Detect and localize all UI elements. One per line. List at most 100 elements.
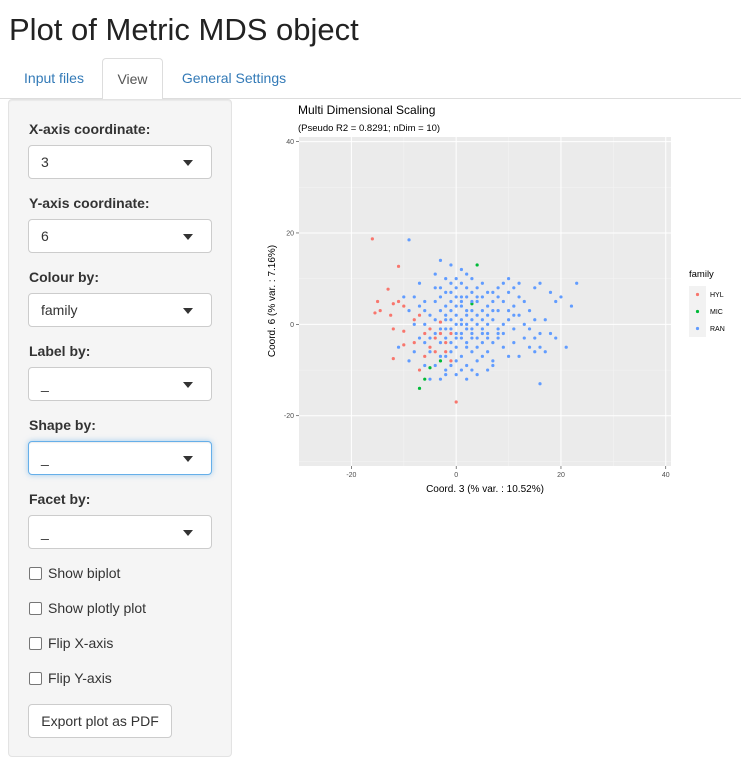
data-point — [454, 345, 458, 349]
data-point — [496, 295, 500, 299]
data-point — [412, 341, 416, 345]
data-point — [449, 341, 453, 345]
data-point — [501, 299, 505, 304]
data-point — [389, 313, 393, 317]
data-point — [391, 357, 395, 361]
data-point — [449, 327, 453, 331]
data-point — [548, 331, 553, 336]
flip-y-axis-label[interactable]: Flip Y-axis — [48, 670, 112, 686]
data-point — [491, 363, 495, 368]
show-plotly-label[interactable]: Show plotly plot — [48, 600, 147, 616]
data-point — [465, 295, 469, 299]
data-point — [459, 318, 464, 322]
caret-down-icon — [183, 160, 193, 166]
data-point — [480, 341, 484, 345]
data-point — [407, 359, 411, 363]
data-point — [506, 354, 511, 358]
export-pdf-button[interactable]: Export plot as PDF — [28, 704, 172, 738]
data-point — [575, 281, 579, 285]
y-axis-value: 6 — [41, 228, 49, 244]
data-point — [459, 331, 464, 336]
data-point — [475, 322, 479, 326]
shape-by-select[interactable]: _ — [28, 441, 212, 475]
legend-label: RAN — [710, 326, 725, 333]
data-point — [548, 290, 553, 294]
data-point — [438, 359, 443, 363]
data-point — [486, 322, 490, 326]
data-point — [501, 331, 505, 336]
axis-ticks: -20 0 20 40 -20 0 20 40 — [284, 139, 670, 479]
checkbox-box[interactable] — [29, 672, 42, 685]
data-point — [522, 322, 526, 326]
data-point — [465, 286, 469, 290]
data-point — [423, 322, 427, 326]
data-point — [402, 329, 406, 333]
data-point — [480, 318, 484, 322]
x-tick-label: 40 — [662, 472, 670, 479]
tab-general-settings[interactable]: General Settings — [181, 70, 287, 86]
colour-by-select[interactable]: family — [28, 293, 212, 327]
data-point — [533, 336, 537, 340]
data-point — [538, 331, 542, 336]
data-point — [417, 313, 422, 317]
data-point — [470, 336, 474, 340]
data-point — [428, 327, 432, 331]
data-point — [512, 313, 516, 317]
y-axis-select[interactable]: 6 — [28, 219, 212, 253]
data-point — [475, 373, 479, 377]
data-point — [454, 313, 458, 317]
data-point — [433, 350, 437, 354]
checkbox-box[interactable] — [29, 602, 42, 615]
data-point — [423, 377, 427, 381]
data-point — [480, 331, 484, 336]
data-point — [423, 363, 427, 368]
data-point — [475, 345, 479, 349]
data-point — [449, 263, 453, 267]
checkbox-box[interactable] — [29, 567, 42, 580]
checkbox-box[interactable] — [29, 637, 42, 650]
data-point — [370, 237, 374, 241]
data-point — [428, 366, 432, 370]
caret-down-icon — [183, 234, 193, 240]
data-point — [470, 331, 474, 336]
data-point — [407, 309, 411, 313]
data-point — [449, 363, 453, 368]
tab-view[interactable]: View — [102, 58, 163, 100]
data-point — [465, 313, 469, 317]
data-point — [391, 327, 395, 331]
show-biplot-label[interactable]: Show biplot — [48, 565, 121, 581]
data-point — [470, 368, 474, 372]
data-point — [496, 309, 500, 313]
data-point — [538, 345, 542, 349]
data-point — [554, 336, 558, 340]
page-title: Plot of Metric MDS object — [9, 12, 359, 47]
data-point — [412, 350, 416, 354]
data-point — [454, 286, 458, 290]
data-point — [449, 281, 453, 285]
data-point — [470, 350, 474, 354]
data-point — [391, 302, 395, 306]
flip-x-axis-label[interactable]: Flip X-axis — [48, 635, 114, 651]
data-point — [438, 309, 443, 313]
facet-by-select[interactable]: _ — [28, 515, 212, 549]
data-point — [569, 304, 574, 308]
data-point — [423, 299, 427, 304]
data-point — [454, 277, 458, 281]
data-point — [486, 368, 490, 372]
data-point — [465, 341, 469, 345]
tab-input-files[interactable]: Input files — [24, 70, 84, 86]
shape-by-value: _ — [41, 450, 49, 466]
data-point — [417, 281, 422, 285]
data-point — [454, 331, 458, 336]
legend-label: MIC — [710, 309, 723, 316]
data-point — [396, 345, 401, 349]
data-point — [417, 368, 422, 372]
data-point — [491, 299, 495, 304]
data-point — [480, 309, 484, 313]
x-axis-select[interactable]: 3 — [28, 145, 212, 179]
data-point — [444, 313, 448, 317]
label-by-select[interactable]: _ — [28, 367, 212, 401]
data-point — [417, 304, 422, 308]
grid-lines — [299, 137, 671, 466]
data-point — [438, 377, 443, 381]
